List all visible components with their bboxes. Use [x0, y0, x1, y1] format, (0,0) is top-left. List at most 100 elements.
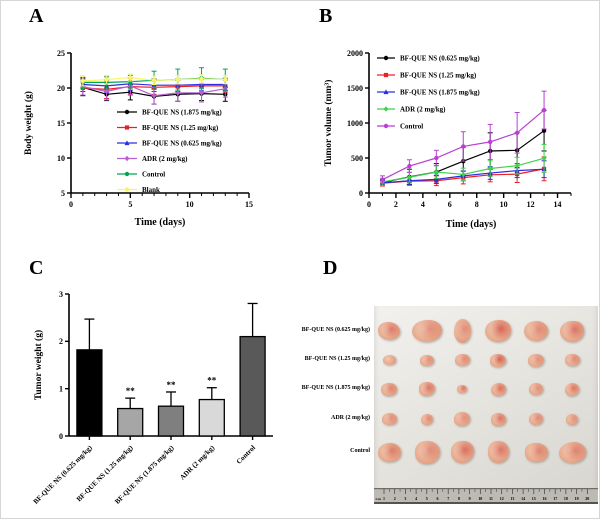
bar-bf-que-ns-1.875-mg-kg-: **BF-QUE NS (1.875 mg/kg) — [113, 380, 185, 506]
svg-text:15: 15 — [532, 496, 536, 501]
panel-b-label: B — [319, 5, 333, 27]
tumor-row-label: Control — [350, 448, 370, 454]
tumor-specimen — [565, 382, 579, 396]
tumor-specimen — [457, 385, 467, 393]
svg-text:14: 14 — [521, 496, 525, 501]
svg-text:12: 12 — [500, 496, 504, 501]
tumor-specimen — [378, 322, 400, 340]
svg-text:5: 5 — [426, 496, 428, 501]
tumor-specimen — [490, 412, 506, 426]
svg-text:Body weight (g): Body weight (g) — [23, 91, 34, 155]
svg-text:BF-QUE NS (1.25 mg/kg): BF-QUE NS (1.25 mg/kg) — [142, 124, 219, 132]
svg-text:Time (days): Time (days) — [446, 219, 497, 230]
svg-text:1000: 1000 — [347, 119, 363, 128]
svg-text:500: 500 — [351, 154, 363, 163]
svg-text:20: 20 — [585, 496, 589, 501]
svg-text:20: 20 — [57, 84, 65, 93]
tumor-specimen — [420, 354, 434, 366]
svg-text:BF-QUE NS (0.625 mg/kg): BF-QUE NS (0.625 mg/kg) — [142, 140, 222, 148]
tumor-specimen — [490, 382, 506, 396]
svg-text:10: 10 — [186, 200, 194, 209]
svg-text:15: 15 — [57, 119, 65, 128]
svg-text:Control: Control — [142, 171, 165, 179]
svg-text:11: 11 — [489, 496, 493, 501]
svg-text:14: 14 — [554, 200, 562, 209]
tumor-specimen — [414, 440, 440, 464]
svg-text:0: 0 — [69, 200, 73, 209]
tumor-specimen — [381, 413, 397, 425]
svg-text:1500: 1500 — [347, 84, 363, 93]
svg-text:2000: 2000 — [347, 49, 363, 58]
svg-text:3: 3 — [404, 496, 406, 501]
svg-text:4: 4 — [415, 496, 417, 501]
ruler: Cm 1 2 3 4 5 6 7 8 9 10 11 12 13 14 15 16 17 18 19 20 — [374, 488, 598, 504]
svg-text:2: 2 — [394, 200, 398, 209]
tumor-specimen — [453, 319, 471, 343]
svg-text:25: 25 — [57, 49, 65, 58]
tumor-row-label: BF-QUE NS (0.625 mg/kg) — [301, 327, 370, 333]
tumor-specimen — [377, 442, 401, 462]
tumor-specimen — [524, 321, 548, 341]
tumor-specimen — [450, 441, 474, 463]
svg-text:BF-QUE NS (1.875 mg/kg): BF-QUE NS (1.875 mg/kg) — [142, 109, 222, 117]
tumor-specimen — [558, 441, 586, 463]
svg-text:**: ** — [126, 386, 136, 396]
svg-text:ADR (2 mg/kg): ADR (2 mg/kg) — [178, 443, 216, 481]
svg-text:6: 6 — [437, 496, 439, 501]
tumor-volume-line-chart: 0 500 1000 1500 2000 0 2 4 6 8 10 12 14 Time (days) Tu… — [323, 49, 572, 230]
series-control — [379, 90, 547, 185]
tumor-specimens-photo: Cm 1 2 3 4 5 6 7 8 9 10 11 12 13 14 15 16 17 18 19 20 — [374, 306, 598, 504]
tumor-specimen — [419, 382, 435, 396]
svg-text:**: ** — [167, 380, 177, 390]
tumor-photo-panel: Cm 1 2 3 4 5 6 7 8 9 10 11 12 13 14 15 16 17 18 19 20 BF-QUE… — [301, 256, 599, 518]
tumor-specimen — [382, 355, 396, 365]
tumor-specimen — [421, 413, 433, 425]
svg-text:Control: Control — [400, 123, 423, 131]
svg-text:1: 1 — [59, 384, 63, 393]
tumor-specimen — [454, 354, 470, 366]
svg-text:0: 0 — [367, 200, 371, 209]
svg-text:15: 15 — [245, 200, 253, 209]
svg-text:8: 8 — [475, 200, 479, 209]
tumor-specimen — [529, 383, 543, 395]
tumor-specimen — [485, 320, 511, 342]
svg-text:7: 7 — [447, 496, 449, 501]
tumor-row-label: BF-QUE NS (1.25 mg/kg) — [304, 356, 370, 362]
svg-text:Cm: Cm — [376, 497, 382, 501]
svg-text:18: 18 — [564, 496, 568, 501]
svg-text:**: ** — [207, 376, 217, 386]
svg-text:2: 2 — [394, 496, 396, 501]
panel-c-label: C — [29, 257, 44, 279]
svg-text:10: 10 — [478, 496, 482, 501]
svg-text:1: 1 — [383, 496, 385, 501]
svg-text:19: 19 — [575, 496, 579, 501]
svg-text:17: 17 — [553, 496, 557, 501]
tumor-specimen — [529, 413, 543, 425]
svg-text:8: 8 — [458, 496, 460, 501]
svg-text:ADR (2 mg/kg): ADR (2 mg/kg) — [400, 106, 446, 114]
tumor-specimen — [487, 441, 509, 463]
svg-text:BF-QUE NS (1.25 mg/kg): BF-QUE NS (1.25 mg/kg) — [400, 72, 477, 80]
svg-text:BF-QUE NS (0.625 mg/kg): BF-QUE NS (0.625 mg/kg) — [400, 55, 480, 63]
svg-text:6: 6 — [448, 200, 452, 209]
panel-d-label: D — [323, 257, 338, 279]
tumor-specimen — [454, 412, 470, 426]
tumor-row-label: BF-QUE NS (1.875 mg/kg) — [301, 385, 370, 391]
svg-text:16: 16 — [543, 496, 547, 501]
tumor-specimen — [528, 353, 544, 367]
series-blank — [80, 73, 228, 87]
tumor-specimen — [560, 320, 584, 342]
svg-text:ADR (2 mg/kg): ADR (2 mg/kg) — [142, 155, 188, 163]
tumor-specimen — [490, 353, 506, 367]
svg-text:Control: Control — [235, 444, 257, 466]
tumor-specimen — [412, 320, 442, 342]
tumor-specimen — [564, 354, 580, 366]
svg-text:5: 5 — [128, 200, 132, 209]
svg-text:10: 10 — [500, 200, 508, 209]
svg-text:BF-QUE NS (1.875 mg/kg): BF-QUE NS (1.875 mg/kg) — [400, 89, 480, 97]
svg-text:13: 13 — [510, 496, 514, 501]
svg-text:3: 3 — [59, 290, 63, 299]
